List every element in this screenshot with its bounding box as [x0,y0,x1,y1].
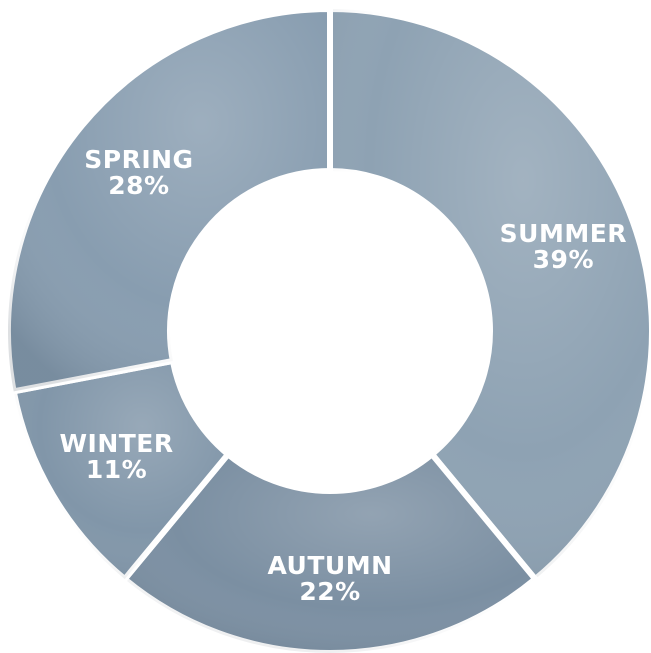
segment-value: 39% [533,245,594,274]
segment-shade [13,360,229,580]
segment-label: WINTER [59,429,173,458]
segment-shade [124,454,536,653]
segment-value: 22% [299,577,360,606]
segment-value: 11% [86,455,147,484]
segment-label: AUTUMN [267,551,392,580]
segment-label: SPRING [84,145,193,174]
segments [5,5,651,653]
segment-shade [330,9,651,580]
segment-value: 28% [108,171,169,200]
segment-label: SUMMER [500,219,627,248]
segment-shade [7,9,331,392]
